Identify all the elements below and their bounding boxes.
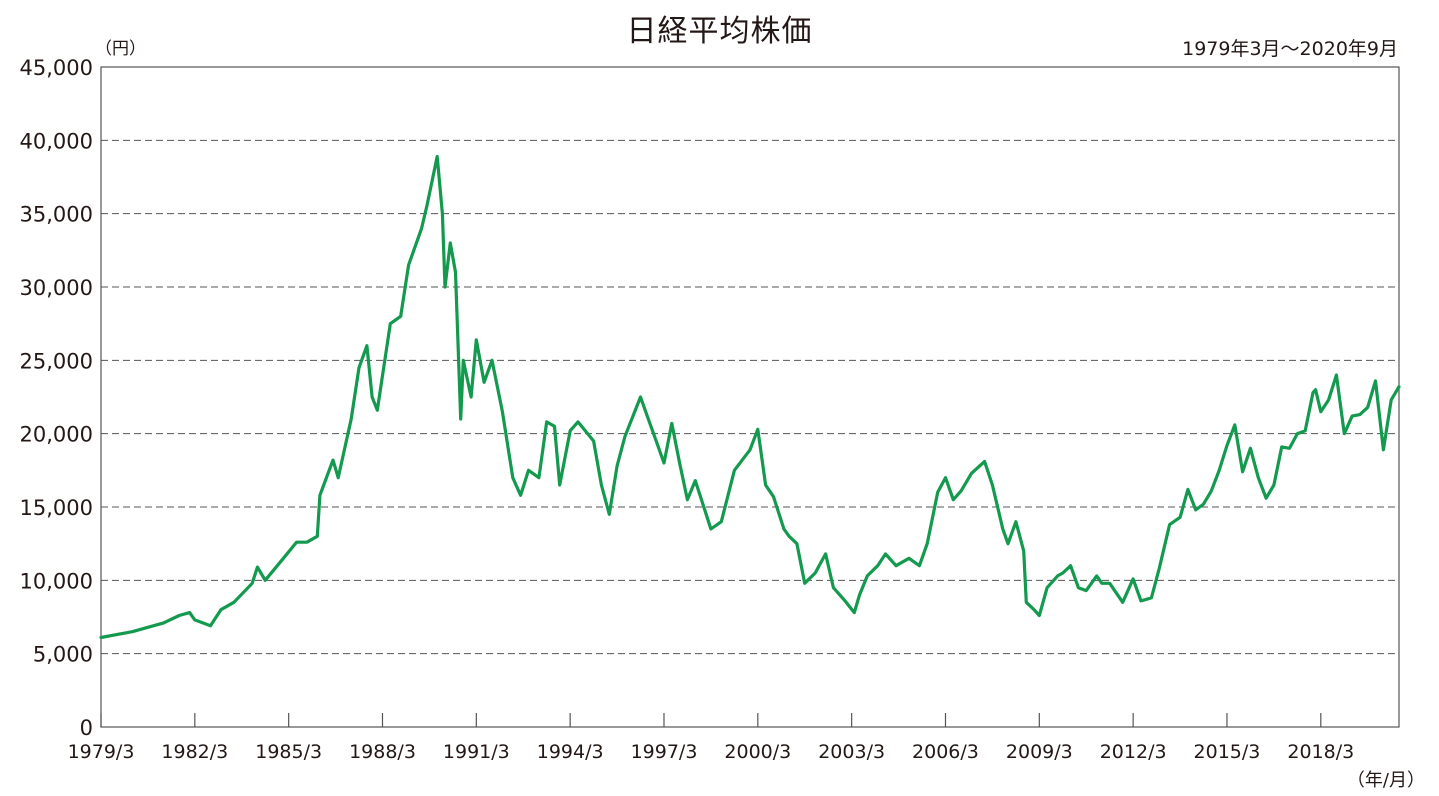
y-axis: 0 5,000 10,000 15,000 20,000 25,000 30,000 35,0… <box>20 56 93 740</box>
y-tick-label: 20,000 <box>20 423 93 447</box>
x-tick-label: 2012/3 <box>1100 741 1167 763</box>
y-tick-label: 15,000 <box>20 496 93 520</box>
x-tick-label: 1979/3 <box>68 741 135 763</box>
x-tick-label: 2003/3 <box>818 741 885 763</box>
x-tick-label: 1982/3 <box>161 741 228 763</box>
y-tick-label: 10,000 <box>20 569 93 593</box>
plot-area-frame <box>100 66 1400 728</box>
x-tick-label: 1994/3 <box>537 741 604 763</box>
x-tick-label: 2000/3 <box>724 741 791 763</box>
chart-title: 日経平均株価 <box>626 14 813 49</box>
y-tick-label: 0 <box>80 716 93 740</box>
x-tick-label: 2009/3 <box>1006 741 1073 763</box>
y-tick-label: 5,000 <box>33 643 93 667</box>
x-tick-label: 1997/3 <box>631 741 698 763</box>
period-label: 1979年3月～2020年9月 <box>1182 38 1398 60</box>
series-line <box>99 154 1401 640</box>
y-tick-label: 45,000 <box>20 56 93 80</box>
grid-lines <box>101 139 1399 655</box>
y-tick-label: 25,000 <box>20 349 93 373</box>
x-axis-unit: （年/月） <box>1346 770 1425 791</box>
x-tick-label: 2015/3 <box>1194 741 1261 763</box>
y-axis-unit: （円） <box>95 39 146 59</box>
y-tick-label: 40,000 <box>20 129 93 153</box>
x-tick-label: 2006/3 <box>912 741 979 763</box>
series-layer <box>99 154 1401 640</box>
y-tick-label: 30,000 <box>20 276 93 300</box>
x-axis: 1979/3 1982/3 1985/3 1988/3 1991/3 1994/3 1997… <box>68 713 1354 763</box>
x-tick-label: 1985/3 <box>255 741 322 763</box>
x-tick-label: 2018/3 <box>1287 741 1354 763</box>
x-tick-label: 1988/3 <box>349 741 416 763</box>
y-tick-label: 35,000 <box>20 203 93 227</box>
x-tick-label: 1991/3 <box>443 741 510 763</box>
